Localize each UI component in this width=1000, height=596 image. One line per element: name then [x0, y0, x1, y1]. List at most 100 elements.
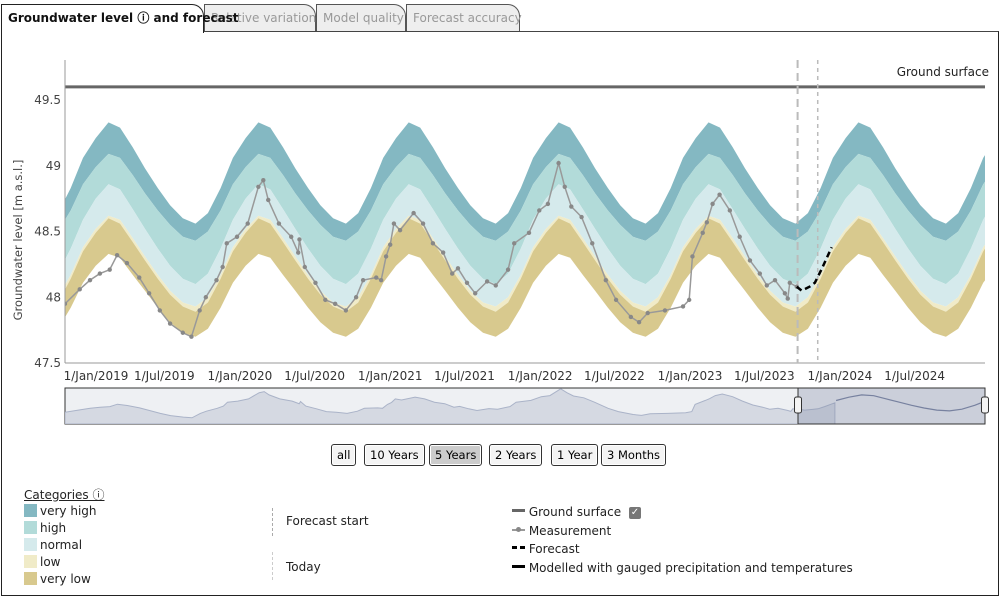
forecast-line-icon: [512, 546, 525, 549]
measurement-point: [473, 291, 478, 296]
measurement-point: [526, 230, 532, 236]
measurement-point: [343, 308, 349, 313]
x-tick-label: 1/Jan/2024: [808, 369, 873, 383]
measurement-point: [203, 295, 209, 300]
measurement-point: [579, 214, 584, 220]
measurement-point: [388, 242, 393, 247]
measurement-point: [727, 208, 733, 213]
legend-label: high: [40, 521, 67, 535]
measurement-point: [645, 310, 650, 316]
legend-forecast[interactable]: Forecast: [512, 542, 580, 556]
measurement-point: [297, 237, 302, 242]
legend-forecast-start[interactable]: Forecast start: [286, 514, 369, 528]
legend-label: Ground surface: [528, 505, 622, 519]
y-tick-label: 48.5: [34, 225, 61, 239]
range-3-months-button[interactable]: 3 Months: [601, 444, 667, 466]
legend-normal[interactable]: normal: [24, 537, 97, 554]
x-tick-label: 1/Jul/2022: [584, 369, 645, 383]
measurement-point: [411, 210, 416, 216]
measurement-point: [537, 208, 542, 213]
very-high-swatch: [24, 504, 37, 517]
legend-low[interactable]: low: [24, 554, 97, 571]
x-tick-label: 1/Jan/2021: [358, 369, 423, 383]
measurement-point: [214, 277, 219, 283]
ground-surface-label: Ground surface: [897, 65, 989, 79]
tab-groundwater-level[interactable]: Groundwater level ⓘ and forecast: [1, 4, 239, 33]
legend-label: very low: [40, 572, 91, 586]
legend-label: Modelled with gauged precipitation and t…: [528, 561, 853, 575]
legend-modelled[interactable]: Modelled with gauged precipitation and t…: [512, 561, 853, 575]
x-tick-label: 1/Jan/2019: [64, 369, 129, 383]
measurement-point: [261, 178, 266, 183]
forecast-line: [795, 246, 833, 293]
navigator-left-handle[interactable]: [794, 396, 802, 414]
measurement-point: [757, 271, 763, 276]
measurement-point: [430, 241, 436, 246]
x-tick-label: 1/Jul/2019: [134, 369, 195, 383]
navigator-right-handle[interactable]: [981, 396, 989, 414]
range-2-years-button[interactable]: 2 Years: [489, 444, 543, 466]
measurement-point: [686, 297, 692, 303]
y-axis-title: Groundwater level [m a.s.l.]: [11, 160, 25, 321]
tab-relative-variation[interactable]: Relative variation: [204, 4, 316, 31]
very-high-band: [65, 122, 985, 241]
range-1-year-button[interactable]: 1 Year: [551, 444, 599, 466]
legend-label: low: [40, 555, 61, 569]
legend-label: very high: [40, 504, 97, 518]
range-all-button[interactable]: all: [331, 444, 357, 466]
measurement-point: [747, 258, 753, 263]
measurement-point: [360, 277, 366, 283]
tab-forecast-accuracy[interactable]: Forecast accuracy: [406, 4, 522, 31]
categories-title[interactable]: Categories ⓘ: [24, 488, 105, 502]
forecast-start-legend-icon: [272, 508, 273, 536]
measurement-point: [378, 277, 384, 283]
measurement-point: [289, 234, 294, 239]
measurement-point: [87, 277, 93, 283]
measurement-point: [313, 280, 318, 285]
measurement-point: [464, 280, 470, 285]
measurement-point: [690, 254, 695, 259]
measurement-point: [613, 297, 619, 303]
x-tick-label: 1/Jul/2020: [284, 369, 345, 383]
measurement-point: [440, 250, 446, 255]
measurement-point: [124, 260, 130, 266]
legend-label: Measurement: [528, 524, 612, 538]
very-low-swatch: [24, 572, 37, 585]
y-tick-label: 49: [46, 159, 61, 173]
legend-label: normal: [40, 538, 83, 552]
measurement-point: [397, 227, 403, 233]
measurement-point: [772, 277, 778, 283]
measurement-point: [114, 252, 120, 258]
measurement-point: [234, 234, 240, 239]
legend-high[interactable]: high: [24, 520, 97, 537]
measurement-point: [146, 291, 152, 296]
legend-very-high[interactable]: very high: [24, 503, 97, 520]
measurement-point: [717, 192, 722, 197]
legend-ground-surface[interactable]: Ground surface ✓: [512, 505, 641, 519]
x-tick-label: 1/Jul/2023: [734, 369, 795, 383]
measurement-point: [700, 230, 705, 236]
measurement-point: [245, 221, 250, 226]
navigator-series: [65, 388, 836, 424]
measurement-point: [450, 271, 455, 276]
measurement-point: [420, 221, 426, 226]
very-low-band: [65, 218, 985, 337]
navigator[interactable]: [64, 387, 1000, 425]
legend-measurement[interactable]: Measurement: [512, 524, 611, 538]
measurement-point: [97, 271, 103, 276]
measurement-point: [266, 197, 271, 203]
range-10-years-button[interactable]: 10 Years: [364, 444, 425, 466]
legend-very-low[interactable]: very low: [24, 571, 97, 588]
measurement-point: [302, 264, 307, 270]
measurement-point: [220, 264, 225, 270]
navigator-selection[interactable]: [797, 387, 986, 425]
tab-model-quality[interactable]: Model quality: [316, 4, 406, 31]
measurement-point: [493, 283, 498, 288]
range-5-years-button[interactable]: 5 Years: [429, 444, 483, 466]
measurement-point: [785, 296, 790, 301]
ground-surface-checkbox[interactable]: ✓: [628, 507, 641, 519]
measurement-point: [137, 275, 142, 280]
measurement-point: [556, 160, 561, 166]
measurement-point: [737, 234, 742, 239]
legend-today[interactable]: Today: [286, 560, 321, 574]
